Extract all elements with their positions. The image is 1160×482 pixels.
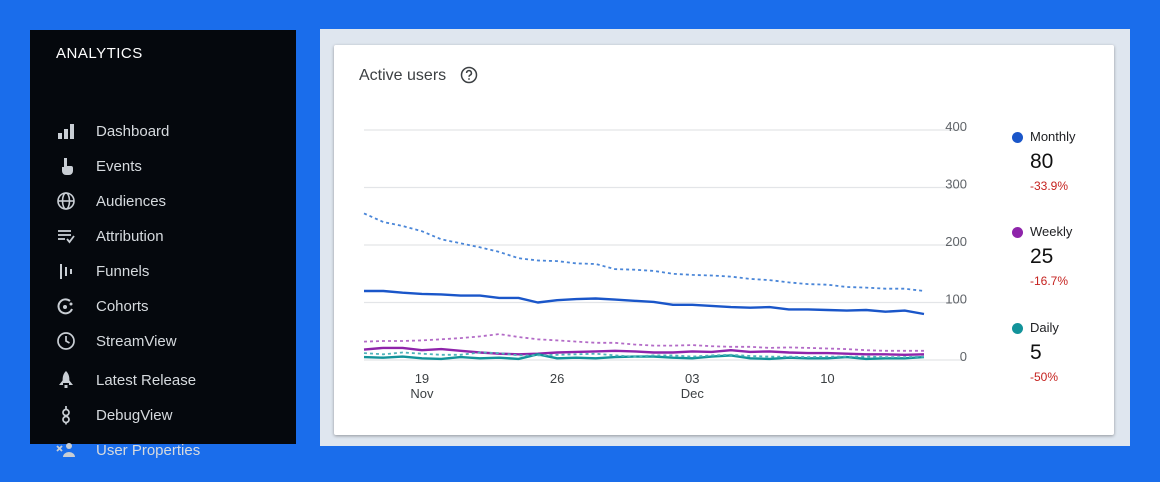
debug-icon bbox=[56, 405, 76, 425]
active-users-card: Active users 400 300 200 100 0 19 Nov 26 03 Dec 10… bbox=[334, 45, 1114, 435]
legend-value: 5 bbox=[1030, 341, 1042, 364]
list-check-icon bbox=[56, 226, 76, 246]
sidebar: ANALYTICS Dashboard Events Audiences Att… bbox=[30, 30, 296, 459]
sidebar-item-label: Attribution bbox=[96, 227, 164, 245]
y-tick-label: 400 bbox=[945, 119, 967, 134]
legend-dot bbox=[1012, 227, 1023, 238]
x-tick-month-label: Nov bbox=[410, 386, 434, 401]
bar-chart-icon bbox=[56, 121, 76, 141]
legend-change: -16.7% bbox=[1030, 274, 1069, 288]
legend-value: 25 bbox=[1030, 245, 1054, 268]
cohorts-icon bbox=[56, 296, 76, 316]
sidebar-item-label: Latest Release bbox=[96, 371, 197, 389]
y-tick-label: 100 bbox=[945, 292, 967, 307]
sidebar-item-label: User Properties bbox=[96, 441, 201, 459]
sidebar-item-label: Audiences bbox=[96, 192, 167, 210]
legend-name: Monthly bbox=[1030, 129, 1076, 144]
touch-icon bbox=[56, 156, 76, 176]
series-line-monthly-previous bbox=[363, 212, 925, 292]
sidebar-item-label: Cohorts bbox=[96, 297, 149, 315]
card-title: Active users bbox=[359, 67, 447, 84]
sidebar-item-user-properties[interactable]: User Properties bbox=[30, 434, 296, 466]
y-tick-label: 300 bbox=[945, 177, 967, 192]
help-icon[interactable] bbox=[460, 66, 478, 84]
legend-name: Daily bbox=[1030, 320, 1059, 335]
sidebar-item-funnels[interactable]: Funnels bbox=[30, 255, 296, 287]
legend-change: -33.9% bbox=[1030, 179, 1069, 193]
legend-dot bbox=[1012, 132, 1023, 143]
y-tick-label: 200 bbox=[945, 234, 967, 249]
sidebar-item-label: Dashboard bbox=[96, 122, 170, 140]
x-tick-label: 26 bbox=[550, 371, 564, 386]
sidebar-item-dashboard[interactable]: Dashboard bbox=[30, 115, 296, 147]
sidebar-item-label: Funnels bbox=[96, 262, 150, 280]
sidebar-item-latest-release[interactable]: Latest Release bbox=[30, 364, 296, 396]
sidebar-item-debugview[interactable]: DebugView bbox=[30, 399, 296, 431]
sidebar-item-label: DebugView bbox=[96, 406, 173, 424]
sidebar-brand: ANALYTICS bbox=[56, 45, 143, 62]
sidebar-item-attribution[interactable]: Attribution bbox=[30, 220, 296, 252]
x-tick-label: 19 bbox=[415, 371, 429, 386]
series-line-weekly-previous bbox=[363, 333, 924, 352]
user-properties-icon bbox=[56, 440, 76, 460]
sidebar-item-events[interactable]: Events bbox=[30, 150, 296, 182]
y-tick-label: 0 bbox=[960, 349, 967, 364]
sidebar-item-streamview[interactable]: StreamView bbox=[30, 325, 296, 357]
series-line-monthly bbox=[364, 289, 925, 316]
globe-icon bbox=[56, 191, 76, 211]
content-area: Active users 400 300 200 100 0 19 Nov 26 03 Dec 10… bbox=[320, 29, 1130, 446]
legend-name: Weekly bbox=[1030, 224, 1073, 239]
series-line-weekly bbox=[363, 346, 925, 356]
legend-value: 80 bbox=[1030, 150, 1054, 173]
rocket-icon bbox=[56, 370, 76, 390]
sidebar-item-audiences[interactable]: Audiences bbox=[30, 185, 296, 217]
sidebar-item-cohorts[interactable]: Cohorts bbox=[30, 290, 296, 322]
legend-dot bbox=[1012, 323, 1023, 334]
clock-icon bbox=[56, 331, 76, 351]
sidebar-item-label: StreamView bbox=[96, 332, 177, 350]
funnel-bars-icon bbox=[56, 261, 76, 281]
series-line-daily bbox=[363, 353, 925, 361]
legend-change: -50% bbox=[1030, 370, 1059, 384]
x-tick-label: 10 bbox=[820, 371, 834, 386]
x-tick-month-label: Dec bbox=[681, 386, 705, 401]
sidebar-item-label: Events bbox=[96, 157, 142, 175]
x-tick-label: 03 bbox=[685, 371, 699, 386]
